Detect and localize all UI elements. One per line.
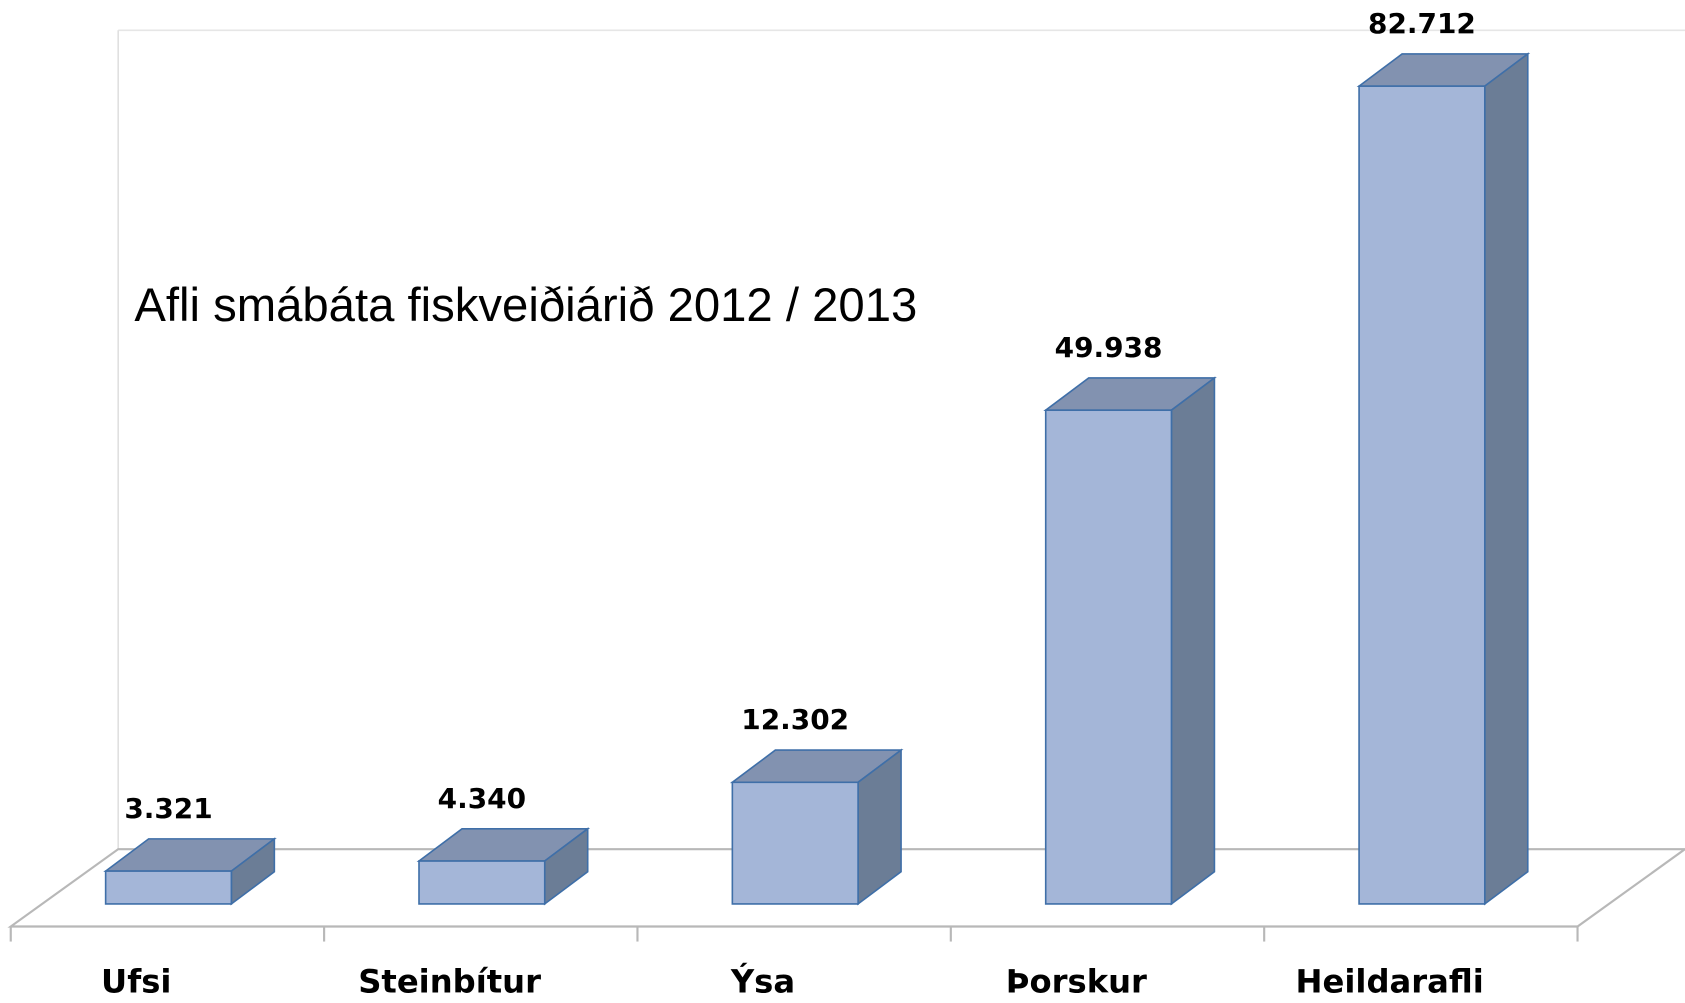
value-label: 12.302 bbox=[741, 703, 849, 736]
bar-front bbox=[418, 860, 546, 905]
x-tick-label: Heildarafli bbox=[1296, 962, 1484, 1000]
value-label: 3.321 bbox=[124, 792, 212, 825]
value-label: 82.712 bbox=[1368, 7, 1476, 40]
x-tick-label: Steinbítur bbox=[358, 962, 541, 1000]
value-label: 4.340 bbox=[438, 782, 526, 815]
x-tick-label: Þorskur bbox=[1006, 962, 1147, 1000]
ticks bbox=[9, 926, 1579, 942]
bar bbox=[103, 837, 277, 906]
bar-side bbox=[1483, 52, 1529, 906]
bar bbox=[1356, 52, 1531, 906]
chart-title: Afli smábáta fiskveiðiárið 2012 / 2013 bbox=[134, 279, 917, 332]
bar bbox=[416, 827, 591, 906]
bar bbox=[1043, 376, 1217, 906]
value-label: 49.938 bbox=[1055, 331, 1163, 364]
x-tick-label: Ufsi bbox=[101, 962, 171, 1000]
bar-front bbox=[1358, 85, 1486, 905]
bar-front bbox=[731, 781, 859, 905]
bar bbox=[729, 748, 904, 906]
bar-front bbox=[104, 870, 233, 905]
bar-side bbox=[1170, 376, 1216, 906]
x-tick-label: Ýsa bbox=[730, 962, 795, 1000]
bars bbox=[103, 52, 1531, 906]
bar-front bbox=[1044, 409, 1173, 905]
